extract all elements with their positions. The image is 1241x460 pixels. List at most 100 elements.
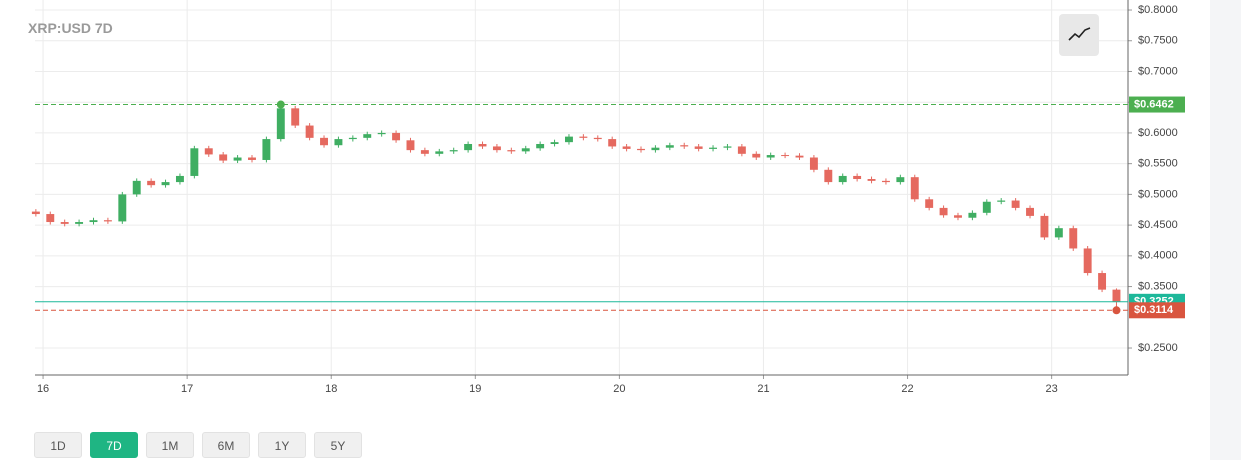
candle-body — [867, 179, 876, 181]
candle-body — [291, 108, 300, 126]
candle-body — [305, 125, 314, 138]
candle-body — [853, 175, 862, 180]
candle-body — [1054, 228, 1063, 238]
candle-body — [147, 180, 156, 186]
candle-body — [665, 145, 674, 148]
y-tick-label: $0.5500 — [1138, 158, 1178, 170]
chart-type-button[interactable] — [1059, 14, 1099, 56]
candle-body — [334, 139, 343, 146]
range-button[interactable]: 1Y — [258, 432, 306, 458]
x-tick-label: 23 — [1046, 383, 1058, 395]
candle-body — [1011, 200, 1020, 208]
candle-body — [363, 134, 372, 138]
candle-body — [752, 153, 761, 158]
candle-body — [248, 157, 256, 160]
candle-body — [31, 211, 40, 215]
candle-body — [925, 199, 934, 208]
candle-body — [1026, 207, 1034, 216]
candle-body — [809, 157, 818, 170]
y-tick-label: $0.7500 — [1138, 35, 1178, 47]
price-badge — [1129, 96, 1185, 113]
range-button[interactable]: 6M — [202, 432, 250, 458]
chart-type-icon — [1068, 27, 1091, 41]
candle-body — [118, 194, 127, 222]
candle-body — [478, 143, 487, 147]
price-label: $0.6462 — [1134, 98, 1174, 110]
candle-body — [781, 155, 790, 157]
candle-body — [982, 201, 991, 213]
candle-body — [939, 207, 948, 216]
candle-body — [1040, 215, 1049, 238]
price-marker — [1112, 306, 1121, 315]
candle-body — [392, 132, 401, 141]
candle-body — [766, 155, 775, 158]
chart-card: $0.2500 $0.3500 $0.4000 $0.4500 $0.5000 $0.55… — [0, 0, 1210, 460]
candle-body — [377, 132, 386, 135]
candle-body — [507, 150, 516, 152]
candle-body — [1112, 289, 1121, 302]
candle-body — [435, 151, 444, 154]
x-tick-label: 21 — [757, 383, 769, 395]
candle-body — [608, 139, 617, 147]
candle-body — [320, 137, 328, 146]
candle-body — [521, 148, 530, 152]
candle-body — [968, 212, 977, 218]
y-tick-label: $0.6000 — [1138, 127, 1178, 139]
range-button[interactable]: 1D — [34, 432, 82, 458]
candle-body — [579, 136, 588, 138]
price-label: $0.3114 — [1134, 304, 1174, 316]
candle-body — [997, 200, 1006, 202]
candle-body — [60, 222, 69, 224]
candle-body — [536, 143, 545, 149]
candle-body — [1069, 228, 1078, 249]
range-button[interactable]: 7D — [90, 432, 138, 458]
candle-body — [910, 177, 919, 200]
range-button[interactable]: 5Y — [314, 432, 362, 458]
candle-body — [406, 140, 415, 151]
candle-body — [709, 147, 718, 149]
y-tick-label: $0.4500 — [1138, 219, 1178, 231]
x-tick-label: 22 — [901, 383, 913, 395]
y-tick-label: $0.4000 — [1138, 250, 1178, 262]
candle-body — [550, 142, 559, 144]
y-tick-label: $0.7000 — [1138, 65, 1178, 77]
candle-body — [132, 180, 141, 195]
price-badge — [1129, 302, 1185, 319]
candle-body — [637, 148, 645, 151]
candle-body — [824, 169, 833, 183]
range-buttons: 1D 7D 1M 6M 1Y 5Y — [34, 432, 362, 458]
x-tick-label: 16 — [37, 383, 49, 395]
candle-body — [1083, 248, 1092, 274]
candle-body — [565, 136, 573, 143]
candle-body — [449, 150, 458, 152]
x-tick-label: 20 — [613, 383, 625, 395]
candle-body — [46, 214, 55, 223]
candle-body — [896, 177, 905, 183]
candle-body — [233, 157, 242, 161]
candle-body — [190, 148, 199, 176]
candle-body — [723, 146, 732, 148]
range-button[interactable]: 1M — [146, 432, 194, 458]
x-tick-label: 18 — [325, 383, 337, 395]
candle-body — [219, 154, 228, 161]
candle-body — [622, 146, 631, 149]
candle-body — [954, 215, 962, 218]
chart: $0.2500 $0.3500 $0.4000 $0.4500 $0.5000 $0.55… — [31, 0, 1185, 395]
candle-body — [680, 145, 689, 147]
candle-body — [737, 146, 746, 154]
x-tick-label: 17 — [181, 383, 193, 395]
candle-body — [420, 150, 429, 154]
candle-body — [1098, 273, 1107, 290]
candle-body — [492, 146, 501, 151]
candle-body — [694, 146, 703, 149]
y-tick-label: $0.2500 — [1138, 342, 1178, 354]
x-tick-label: 19 — [469, 383, 481, 395]
y-tick-label: $0.5000 — [1138, 188, 1178, 200]
candle-body — [881, 180, 890, 183]
candle-body — [838, 175, 847, 183]
candle-body — [89, 220, 98, 223]
candle-body — [464, 143, 473, 151]
candle-body — [276, 108, 285, 140]
candle-body — [75, 222, 84, 224]
